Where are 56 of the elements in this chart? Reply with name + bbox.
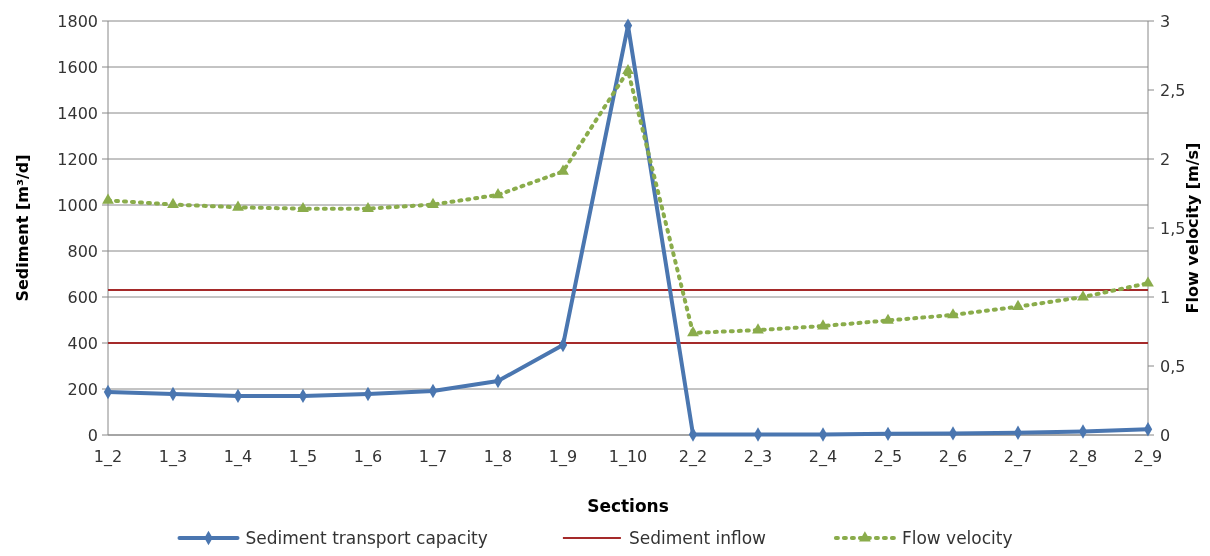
x-tick-label: 1_8 bbox=[483, 447, 513, 467]
point bbox=[362, 201, 374, 213]
y2-axis-title: Flow velocity [m/s] bbox=[1183, 142, 1202, 314]
x-tick-label: 1_4 bbox=[223, 447, 253, 467]
legend-label: Sediment transport capacity bbox=[245, 527, 488, 548]
point bbox=[1142, 276, 1154, 287]
point bbox=[882, 313, 894, 324]
y2-tick-label: 2,5 bbox=[1160, 80, 1186, 100]
y-tick-label: 1200 bbox=[57, 149, 98, 169]
point bbox=[232, 200, 244, 211]
y2-tick-label: 1,5 bbox=[1160, 218, 1186, 238]
x-tick-label: 2_8 bbox=[1068, 447, 1098, 467]
y-tick-label: 1600 bbox=[57, 57, 98, 77]
y-tick-label: 400 bbox=[67, 333, 98, 353]
point bbox=[687, 326, 699, 337]
point bbox=[752, 323, 764, 334]
y-tick-label: 800 bbox=[67, 241, 98, 261]
x-tick-label: 2_4 bbox=[808, 447, 838, 467]
x-tick-label: 2_3 bbox=[743, 447, 773, 467]
point bbox=[167, 197, 179, 208]
y2-tick-label: 0,5 bbox=[1160, 356, 1186, 376]
x-tick-label: 1_5 bbox=[288, 447, 318, 467]
y-tick-label: 1800 bbox=[57, 11, 98, 31]
point bbox=[1077, 290, 1089, 301]
x-tick-label: 1_9 bbox=[548, 447, 578, 467]
y2-tick-label: 1 bbox=[1160, 287, 1171, 307]
y-axis-title: Sediment [m³/d] bbox=[13, 154, 32, 302]
y2-tick-label: 3 bbox=[1160, 11, 1171, 31]
x-tick-label: 2_9 bbox=[1133, 447, 1163, 467]
x-tick-label: 2_5 bbox=[873, 447, 903, 467]
point bbox=[622, 63, 634, 75]
x-tick-label: 1_3 bbox=[158, 447, 188, 467]
x-tick-label: 1_10 bbox=[608, 447, 648, 467]
legend-label: Flow velocity bbox=[901, 527, 1013, 548]
x-tick-label: 1_7 bbox=[418, 447, 448, 467]
x-tick-label: 2_2 bbox=[678, 447, 708, 467]
y2-tick-label: 0 bbox=[1160, 425, 1171, 445]
point bbox=[427, 197, 439, 208]
y2-tick-label: 2 bbox=[1160, 149, 1171, 169]
point bbox=[817, 319, 829, 330]
point bbox=[1012, 299, 1024, 311]
x-tick-label: 2_6 bbox=[938, 447, 968, 467]
x-tick-label: 1_2 bbox=[93, 447, 123, 467]
y-tick-label: 200 bbox=[67, 379, 98, 399]
y-tick-label: 600 bbox=[67, 287, 98, 307]
y-tick-label: 1000 bbox=[57, 195, 98, 215]
legend-label: Sediment inflow bbox=[628, 527, 767, 548]
point bbox=[297, 201, 309, 213]
x-tick-label: 1_6 bbox=[353, 447, 383, 467]
x-tick-label: 2_7 bbox=[1003, 447, 1033, 467]
point bbox=[557, 164, 569, 175]
y-tick-label: 0 bbox=[87, 425, 98, 445]
point bbox=[492, 188, 504, 199]
y-tick-label: 1400 bbox=[57, 103, 98, 123]
point bbox=[947, 308, 959, 319]
x-axis-title: Sections bbox=[587, 496, 669, 516]
